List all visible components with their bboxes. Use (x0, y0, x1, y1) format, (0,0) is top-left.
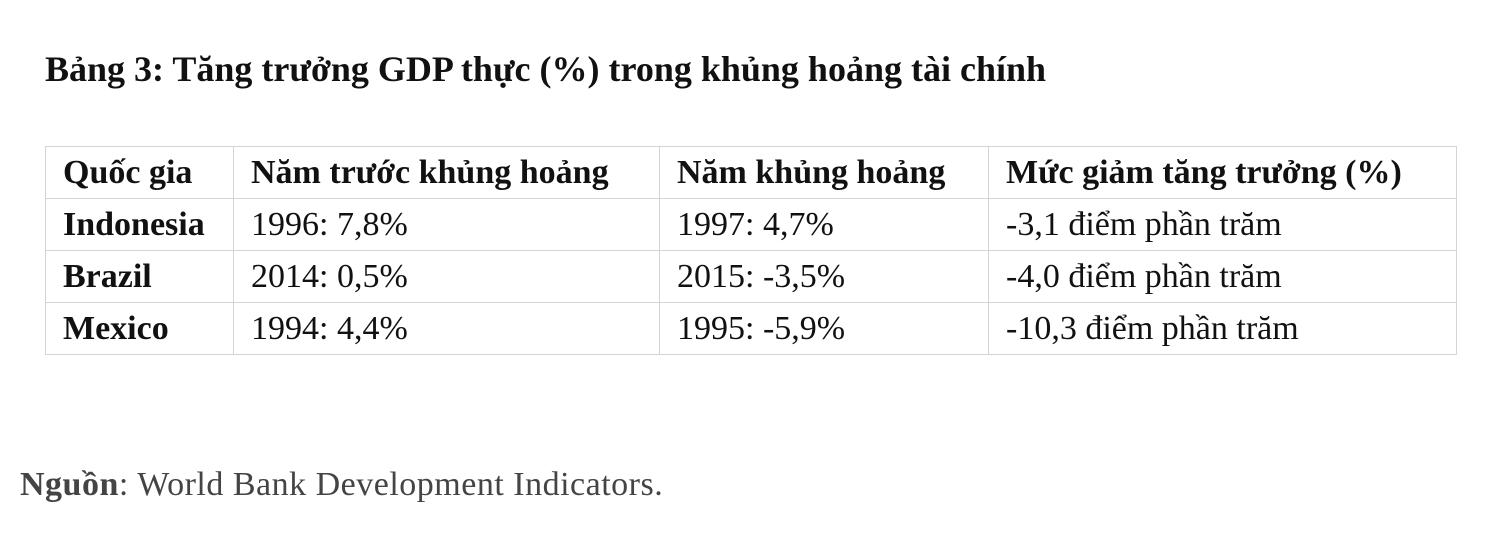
data-cell: -10,3 điểm phần trăm (988, 302, 1457, 355)
data-cell: 1997: 4,7% (659, 198, 989, 251)
header-cell: Năm khủng hoảng (659, 146, 989, 199)
source-label: Nguồn (20, 466, 119, 503)
data-cell: 1995: -5,9% (659, 302, 989, 355)
country-cell: Mexico (45, 302, 234, 355)
source-note: Nguồn: World Bank Development Indicators… (20, 466, 663, 504)
country-cell: Brazil (45, 250, 234, 303)
header-row: Quốc gia Năm trước khủng hoảng Năm khủng h… (45, 146, 1457, 199)
data-cell: 2015: -3,5% (659, 250, 989, 303)
table-row: Indonesia 1996: 7,8% 1997: 4,7% -3,1 điểm p… (45, 198, 1457, 251)
data-cell: 1996: 7,8% (233, 198, 660, 251)
country-cell: Indonesia (45, 198, 234, 251)
data-cell: -4,0 điểm phần trăm (988, 250, 1457, 303)
data-cell: -3,1 điểm phần trăm (988, 198, 1457, 251)
data-cell: 2014: 0,5% (233, 250, 660, 303)
table-title: Bảng 3: Tăng trưởng GDP thực (%) trong k… (45, 49, 1047, 89)
data-cell: 1994: 4,4% (233, 302, 660, 355)
gdp-table: Quốc gia Năm trước khủng hoảng Năm khủng h… (45, 146, 1457, 355)
header-cell: Năm trước khủng hoảng (233, 146, 660, 199)
table-row: Brazil 2014: 0,5% 2015: -3,5% -4,0 điểm phầ… (45, 250, 1457, 303)
header-cell: Mức giảm tăng trưởng (%) (988, 146, 1457, 199)
source-text: : World Bank Development Indicators. (118, 466, 664, 503)
table-row: Mexico 1994: 4,4% 1995: -5,9% -10,3 điểm ph… (45, 302, 1457, 355)
header-cell: Quốc gia (45, 146, 234, 199)
